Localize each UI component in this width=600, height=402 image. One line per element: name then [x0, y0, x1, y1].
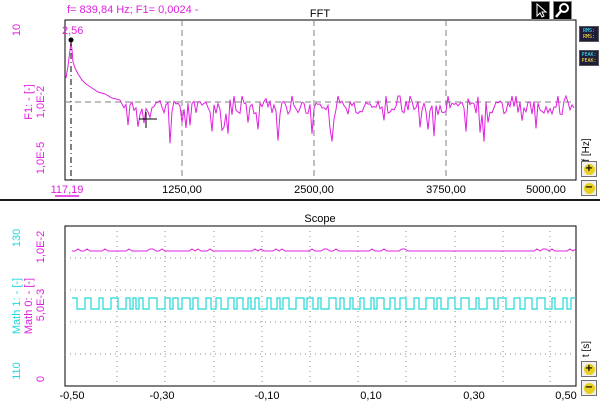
minus-icon: −	[583, 382, 595, 394]
fft-x-tick: 1250,00	[162, 184, 202, 196]
math1-y-tick-bottom: 110	[11, 362, 23, 380]
fft-y-tick-mid: 1,0E-2	[35, 86, 47, 118]
math1-y-axis-label: Math 1: - [-]	[11, 278, 23, 334]
scope-zoom-in-button[interactable]: +	[581, 361, 597, 377]
fft-x-unit-label: f [Hz]	[581, 138, 592, 162]
math0-y-axis-label: Math 0: - [-]	[23, 278, 35, 334]
math0-y-tick-top: 1,0E-2	[35, 231, 47, 263]
pointer-tool-button[interactable]	[531, 1, 550, 20]
scope-panel: Scope 130 110 Math 1: - [-] 1,0E-2 5,0E-…	[0, 201, 600, 402]
fft-y-tick-low: 1,0E-5	[35, 142, 47, 174]
fft-plot[interactable]: FFT f= 839,84 Hz; F1= 0,0024 - 2,56 10 1…	[0, 0, 600, 199]
scope-x-tick: -0,50	[59, 390, 84, 402]
scope-x-tick: -0,30	[149, 390, 174, 402]
rms-label-a: RMS:	[582, 28, 596, 34]
scope-x-tick: -0,10	[254, 390, 279, 402]
scope-x-tick: 0,50	[555, 390, 576, 402]
fft-x-tick: 5000,00	[526, 184, 566, 196]
math0-y-tick-zero: 0	[35, 376, 47, 382]
fft-zoom-in-button[interactable]: +	[581, 161, 597, 177]
panel-divider[interactable]	[0, 199, 600, 201]
scope-x-unit-label: t [s]	[581, 341, 592, 357]
zoom-tool-button[interactable]	[553, 1, 572, 20]
fft-zoom-out-button[interactable]: −	[581, 180, 597, 196]
math0-y-tick-mid: 5,0E-3	[35, 289, 47, 321]
math1-y-tick-top: 130	[11, 229, 23, 247]
scope-x-tick: 0,30	[463, 390, 484, 402]
scope-x-tick: 0,10	[360, 390, 381, 402]
scope-plot[interactable]: Scope 130 110 Math 1: - [-] 1,0E-2 5,0E-…	[0, 201, 600, 402]
peak-label-b: PEAK:	[581, 58, 597, 64]
minus-icon: −	[583, 182, 595, 194]
crosshair-pointer-icon	[139, 112, 157, 128]
rms-label-b: RMS:	[582, 34, 596, 40]
scope-zoom-out-button[interactable]: −	[581, 380, 597, 396]
fft-x-tick: 3750,00	[426, 184, 466, 196]
scope-title: Scope	[304, 213, 335, 225]
magnifier-icon	[555, 3, 569, 18]
fft-plot-frame	[64, 19, 577, 181]
fft-cursor-value: 2,56	[62, 25, 83, 37]
fft-x-tick: 2500,00	[294, 184, 334, 196]
rms-measure-button[interactable]: RMS: RMS:	[579, 26, 599, 42]
peak-label-a: PEAK:	[581, 52, 597, 58]
math1-trace	[72, 297, 576, 310]
fft-spectrum-trace	[65, 41, 575, 144]
fft-title: FFT	[310, 8, 330, 20]
peak-measure-button[interactable]: PEAK: PEAK:	[579, 50, 599, 66]
cursor-arrow-icon	[536, 2, 548, 18]
plus-icon: +	[583, 363, 595, 375]
plus-icon: +	[583, 163, 595, 175]
math0-trace	[72, 248, 577, 252]
fft-cursor-marker[interactable]	[68, 37, 74, 43]
fft-grid	[65, 20, 576, 180]
fft-cursor-x-value: 117,19	[51, 184, 84, 196]
fft-panel: FFT f= 839,84 Hz; F1= 0,0024 - 2,56 10 1…	[0, 0, 600, 199]
fft-y-tick-top: 10	[11, 24, 23, 36]
fft-y-axis-label: F1: - [-]	[23, 84, 35, 119]
fft-cursor-readout: f= 839,84 Hz; F1= 0,0024 -	[67, 4, 199, 16]
